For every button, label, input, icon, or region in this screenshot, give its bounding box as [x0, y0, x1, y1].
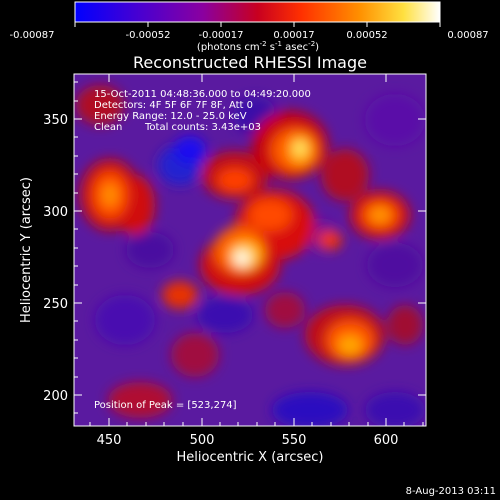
annotation-detectors: Detectors: 4F 5F 6F 7F 8F, Att 0 [94, 100, 253, 111]
colorbar-ticks [74, 22, 441, 27]
x-tick-label: 550 [282, 433, 307, 448]
x-tick-label: 450 [97, 433, 122, 448]
y-tick-label: 300 [43, 205, 68, 220]
y-tick-label: 200 [43, 389, 68, 404]
colorbar-tick-label: -0.00087 [10, 30, 55, 41]
colorbar-units: (photons cm-2 s-1 asec-2) [197, 40, 319, 53]
colorbar-tick-label: 0.00052 [346, 30, 387, 41]
annotation-time: 15-Oct-2011 04:48:36.000 to 04:49:20.000 [94, 89, 311, 100]
annotation-peak: Position of Peak = [523,274] [94, 400, 237, 411]
y-tick-label: 250 [43, 297, 68, 312]
x-tick-label: 600 [374, 433, 399, 448]
colorbar-tick-label: -0.00052 [126, 30, 171, 41]
axis-ticks [74, 74, 426, 426]
footer-date: 8-Aug-2013 03:11 [406, 486, 496, 497]
y-tick-label: 350 [43, 113, 68, 128]
colorbar: -0.00087 -0.00052 -0.00017 0.00017 0.000… [10, 1, 489, 53]
plot-frame [73, 73, 427, 427]
colorbar-gradient [74, 1, 441, 23]
colorbar-tick-label: 0.00087 [447, 30, 488, 41]
colorbar-tick-label: -0.00017 [199, 30, 244, 41]
y-axis-label: Heliocentric Y (arcsec) [19, 177, 34, 323]
x-tick-label: 500 [190, 433, 215, 448]
annotation-energy: Energy Range: 12.0 - 25.0 keV [94, 111, 247, 122]
annotation-counts: Total counts: 3.43e+03 [144, 122, 261, 133]
annotation-clean: Clean [94, 122, 122, 133]
x-axis-label: Heliocentric X (arcsec) [177, 450, 324, 465]
rhessi-image [74, 74, 426, 426]
plot-title: Reconstructed RHESSI Image [133, 53, 367, 72]
colorbar-tick-label: 0.00017 [273, 30, 314, 41]
